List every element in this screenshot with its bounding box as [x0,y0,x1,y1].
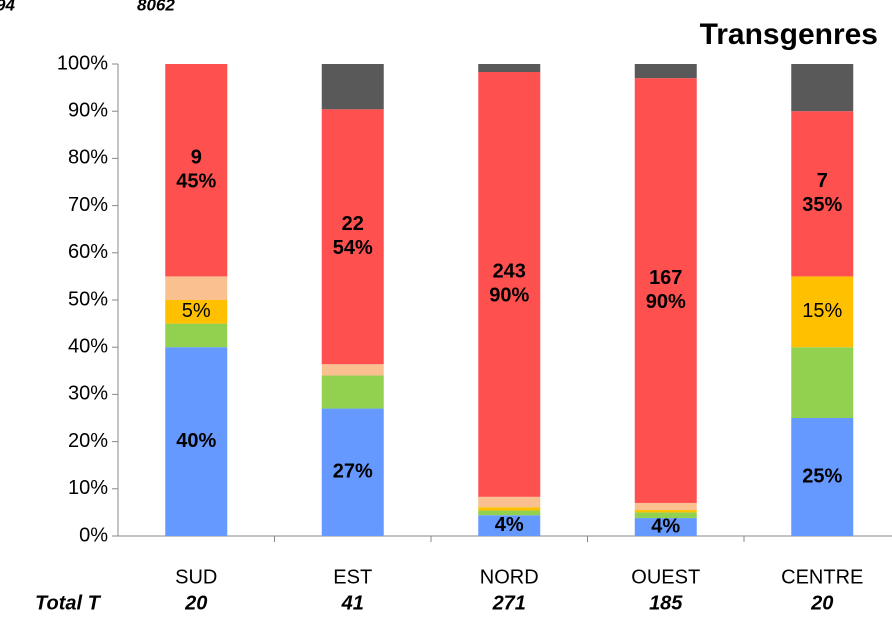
count-label: 22 [342,213,364,235]
total-label: 271 [492,592,526,614]
top-note: 94 [0,0,15,14]
data-label: 90% [646,291,686,313]
count-label: 167 [649,267,682,289]
bar-segment [165,347,228,536]
y-tick-label: 70% [68,194,108,216]
bar-segment [634,502,697,511]
y-tick-label: 90% [68,99,108,121]
top-note: 8062 [137,0,175,14]
bar-segment [634,78,697,503]
data-label: 90% [489,285,529,307]
bar-segment [791,111,854,277]
bar-segment [478,496,541,508]
count-label: 243 [493,261,526,283]
x-tick-label: CENTRE [781,566,863,588]
bar-segment [478,507,541,511]
bar-segment [634,510,697,513]
data-label: 35% [802,194,842,216]
data-label: 25% [802,465,842,487]
x-tick-label: EST [333,566,372,588]
total-label: 20 [810,592,833,614]
bar-segment [321,364,384,376]
data-label: 27% [333,461,373,483]
bar-segment [321,64,384,110]
data-label: 40% [176,430,216,452]
bar-segment [165,323,228,348]
bar-segment [165,300,228,324]
totals-label: Total T [35,592,102,614]
data-label: 4% [495,514,524,536]
bar-segment [791,347,854,418]
bar-segment [321,109,384,365]
total-label: 185 [649,592,683,614]
total-label: 20 [184,592,207,614]
data-label: 45% [176,170,216,192]
bar-segment [634,64,697,79]
total-label: 41 [341,592,364,614]
y-tick-label: 100% [57,52,108,74]
bar-segment [478,64,541,73]
y-tick-label: 30% [68,383,108,405]
bar-segment [478,72,541,497]
data-label: 54% [333,237,373,259]
bar-segment [165,64,228,277]
y-tick-label: 20% [68,430,108,452]
y-tick-label: 40% [68,335,108,357]
bar-segment [791,64,854,112]
data-label: 5% [182,300,211,322]
data-label: 4% [651,515,680,537]
x-tick-label: SUD [175,566,217,588]
bar-segment [634,518,697,536]
bar-segment [478,515,541,536]
count-label: 7 [817,170,828,192]
y-tick-label: 60% [68,241,108,263]
chart-title: Transgenres [700,18,878,51]
bar-segment [321,375,384,409]
y-tick-label: 80% [68,147,108,169]
bar-segment [478,510,541,516]
bar-segment [791,276,854,348]
count-label: 9 [191,146,202,168]
bar-segment [634,512,697,519]
y-tick-label: 0% [79,524,108,546]
data-label: 15% [802,300,842,322]
x-tick-label: NORD [480,566,539,588]
bar-segment [791,418,854,536]
bar-segment [321,408,384,536]
bar-segment [165,276,228,300]
y-tick-label: 50% [68,288,108,310]
y-tick-label: 10% [68,477,108,499]
x-tick-label: OUEST [631,566,700,588]
